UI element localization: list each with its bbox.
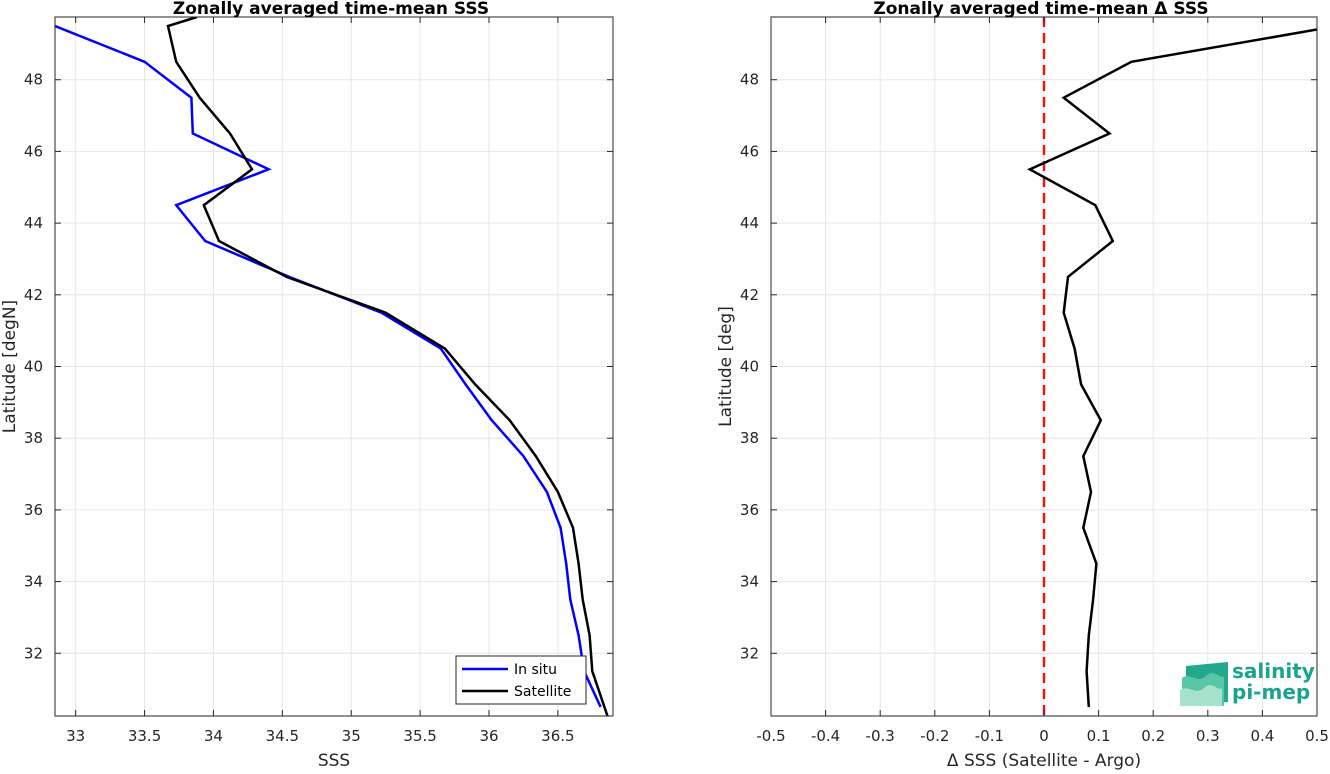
delta-x-tick-label: -0.2 [920,727,949,745]
series-line-delta-sss [1026,28,1317,708]
legend-label-satellite: Satellite [514,684,571,700]
delta-x-tick-label: 0.3 [1196,727,1220,745]
delta-y-tick-label: 44 [740,214,759,232]
series-line-in-situ [55,24,602,708]
salinity-pi-mep-logo: salinity pi-mep [1180,659,1315,706]
sss-y-tick-label: 48 [24,71,43,89]
sss-y-tick-label: 46 [24,142,43,160]
sss-x-tick-label: 33.5 [128,727,161,745]
delta-x-tick-label: 0.5 [1305,727,1329,745]
delta-x-tick-label: 0.1 [1087,727,1111,745]
legend-label-in-situ: In situ [514,662,557,678]
sss-panel: 33 33.5 34 34.5 35 35.5 36 36.5 32 34 36 38 40 42 44 46… [0,0,614,771]
sss-y-tick-label: 34 [24,573,43,591]
delta-x-tick-label: 0.2 [1141,727,1165,745]
delta-y-axis-label: Latitude [deg] [716,306,736,427]
sss-x-tick-label: 36 [479,727,498,745]
sss-x-tick-label: 34.5 [266,727,299,745]
delta-x-axis-label: Δ SSS (Satellite - Argo) [947,751,1141,770]
delta-x-tick-label: -0.3 [866,727,895,745]
sss-x-tick-label: 35 [342,727,361,745]
logo-text-pi-mep: pi-mep [1232,680,1310,704]
delta-y-tick-label: 48 [740,71,759,89]
delta-sss-panel: -0.5 -0.4 -0.3 -0.2 -0.1 0 0.1 0.2 0.3 0.4 0.5 32 34… [716,0,1329,771]
delta-x-tick-label: 0.4 [1250,727,1274,745]
delta-y-tick-label: 32 [740,644,759,662]
delta-y-tick-label: 36 [740,501,759,519]
delta-x-tick-label: -0.1 [975,727,1004,745]
sss-ticks: 33 33.5 34 34.5 35 35.5 36 36.5 32 34 36 38 40 42 44 46… [24,17,613,745]
sss-x-tick-label: 36.5 [541,727,574,745]
delta-y-tick-label: 40 [740,358,759,376]
sss-y-tick-label: 44 [24,214,43,232]
sss-legend: In situ Satellite [455,655,587,705]
sss-y-tick-label: 36 [24,501,43,519]
delta-y-tick-label: 34 [740,573,759,591]
delta-x-tick-label: -0.4 [811,727,840,745]
delta-ticks: -0.5 -0.4 -0.3 -0.2 -0.1 0 0.1 0.2 0.3 0.4 0.5 32 34… [740,17,1329,745]
delta-y-tick-label: 42 [740,286,759,304]
sss-y-tick-label: 38 [24,429,43,447]
sss-y-tick-label: 40 [24,358,43,376]
sss-x-tick-label: 35.5 [403,727,436,745]
sss-x-tick-label: 34 [204,727,223,745]
sss-x-tick-label: 33 [66,727,85,745]
wave-logo-icon [1180,662,1228,706]
sss-grid [55,17,613,716]
sss-chart-title: Zonally averaged time-mean SSS [173,0,489,19]
delta-y-tick-label: 46 [740,142,759,160]
sss-y-axis-label: Latitude [degN] [0,300,20,433]
sss-y-tick-label: 42 [24,286,43,304]
sss-y-tick-label: 32 [24,644,43,662]
legend-box [455,655,587,705]
delta-x-tick-label: -0.5 [756,727,785,745]
sss-series [55,17,609,716]
logo-text-salinity: salinity [1232,659,1315,683]
delta-x-tick-label: 0 [1039,727,1049,745]
series-line-satellite [166,17,609,716]
sss-x-axis-label: SSS [318,751,350,770]
delta-series [1026,28,1317,708]
delta-chart-title: Zonally averaged time-mean Δ SSS [873,0,1208,19]
delta-y-tick-label: 38 [740,429,759,447]
